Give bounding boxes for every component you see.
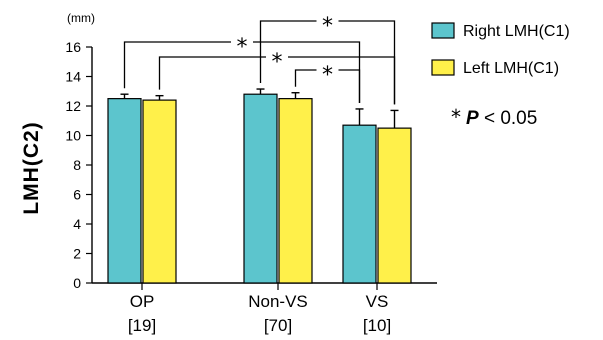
significance-star: * bbox=[272, 50, 283, 75]
significance-star: * bbox=[322, 63, 333, 88]
y-unit-label: (mm) bbox=[67, 11, 95, 25]
legend-label: Left LMH(C1) bbox=[463, 60, 559, 77]
bar-left bbox=[142, 99, 177, 284]
bar-right bbox=[107, 98, 142, 284]
significance-star-bg bbox=[316, 62, 339, 78]
bar-right bbox=[342, 124, 377, 284]
y-axis-title: LMH(C2) bbox=[20, 121, 43, 214]
y-tick-label: 6 bbox=[73, 187, 81, 203]
y-tick-label: 2 bbox=[73, 246, 81, 262]
legend-swatch-left bbox=[431, 59, 455, 76]
x-category-count: [19] bbox=[128, 316, 156, 335]
axis-labels: (mm) LMH(C2) OP [19] Non-VS [70] VS [10] bbox=[20, 11, 391, 335]
legend-swatch-right bbox=[431, 22, 455, 39]
y-tick-label: 12 bbox=[65, 98, 81, 114]
significance-star-bg bbox=[231, 34, 253, 50]
y-tick-label: 16 bbox=[65, 39, 81, 55]
x-category-label: VS bbox=[366, 292, 389, 311]
significance-star-bg bbox=[316, 13, 339, 29]
p-note-letter: P bbox=[466, 108, 479, 129]
bar-right bbox=[243, 93, 278, 284]
p-note-star: * bbox=[451, 105, 461, 129]
significance-star: * bbox=[237, 35, 248, 60]
y-tick-label: 4 bbox=[73, 216, 81, 232]
bars bbox=[107, 88, 412, 284]
p-note-threshold: < 0.05 bbox=[479, 108, 538, 129]
p-value-note: P < 0.05 bbox=[466, 108, 537, 129]
legend: Right LMH(C1) Left LMH(C1) * P < 0.05 bbox=[431, 22, 570, 129]
significance-star: * bbox=[322, 14, 333, 39]
significance-brackets: * * * * bbox=[123, 13, 396, 105]
y-tick-label: 8 bbox=[73, 157, 81, 173]
y-tick-label: 0 bbox=[73, 275, 81, 291]
bar-left bbox=[278, 98, 313, 284]
bar-left bbox=[377, 127, 412, 284]
y-tick-label: 10 bbox=[65, 128, 81, 144]
legend-label: Right LMH(C1) bbox=[463, 23, 570, 40]
x-category-count: [70] bbox=[264, 316, 292, 335]
x-category-label: Non-VS bbox=[248, 292, 308, 311]
x-category-label: OP bbox=[130, 292, 155, 311]
x-category-count: [10] bbox=[363, 316, 391, 335]
y-tick-label: 14 bbox=[65, 69, 81, 85]
significance-star-bg bbox=[266, 49, 288, 65]
